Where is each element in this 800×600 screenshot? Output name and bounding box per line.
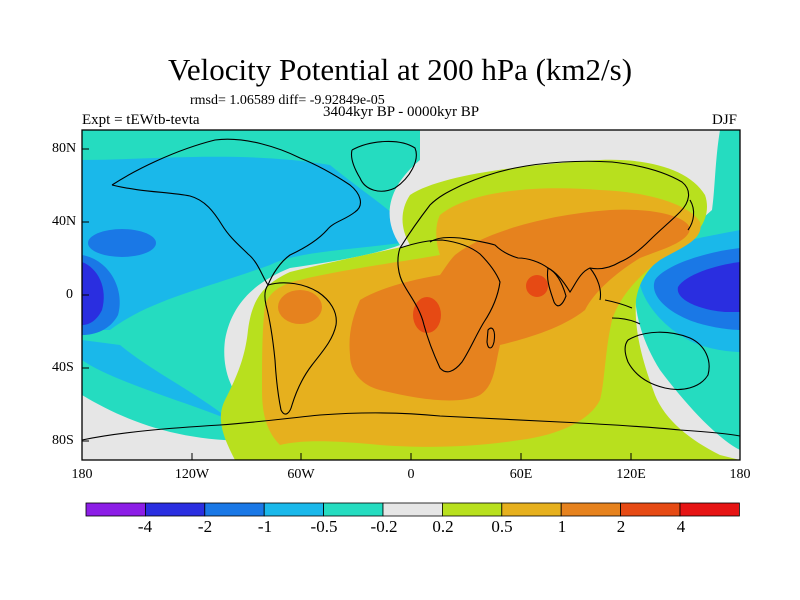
colorbar-swatch	[144, 502, 206, 517]
colorbar-label: 0.5	[491, 517, 513, 536]
lat-tick-80n: 80N	[52, 141, 77, 156]
colorbar-label: -0.5	[310, 517, 338, 536]
colorbar-swatch	[323, 502, 384, 517]
lat-tick-40n: 40N	[52, 214, 77, 229]
lat-tick-0: 0	[66, 287, 73, 302]
colorbar-label: -0.2	[370, 517, 398, 536]
lat-tick-40s: 40S	[52, 360, 74, 375]
colorbar-swatch	[441, 502, 503, 517]
colorbar-swatch	[382, 502, 443, 517]
lat-tick-80s: 80S	[52, 433, 74, 448]
colorbar-label: -2	[197, 517, 213, 536]
lon-tick-180w: 180	[71, 467, 93, 482]
lon-tick-60e: 60E	[509, 467, 533, 482]
colorbar-swatch	[263, 502, 325, 517]
colorbar-swatch	[620, 502, 681, 517]
lon-tick-60w: 60W	[287, 467, 315, 482]
colorbar-swatch	[679, 502, 740, 517]
coastlines	[82, 138, 740, 441]
map-title: Velocity Potential at 200 hPa (km2/s)	[167, 52, 633, 87]
season-label: DJF	[712, 112, 738, 128]
colorbar-label: 4	[676, 517, 686, 536]
experiment-label: Expt = tEWtb-tevta	[82, 112, 200, 128]
colorbar-label: 1	[557, 517, 567, 536]
colorbar-label: 2	[616, 517, 626, 536]
lon-tick-120w: 120W	[174, 467, 210, 482]
colorbar-label: 0.2	[432, 517, 454, 536]
colorbar-swatch	[560, 502, 622, 517]
plot-frame	[81, 129, 741, 461]
lon-tick-180e: 180	[729, 467, 751, 482]
colorbar	[85, 502, 740, 517]
period-label: 3404kyr BP - 0000kyr BP	[323, 104, 480, 120]
contour-field	[82, 130, 740, 460]
lon-tick-120e: 120E	[616, 467, 646, 482]
colorbar-label: -4	[137, 517, 153, 536]
colorbar-swatch	[501, 502, 562, 517]
lon-tick-0: 0	[407, 467, 415, 482]
colorbar-swatch	[85, 502, 146, 517]
colorbar-swatch	[204, 502, 265, 517]
colorbar-label: -1	[257, 517, 273, 536]
stats-line: rmsd= 1.06589 diff= -9.92849e-05	[190, 93, 385, 108]
